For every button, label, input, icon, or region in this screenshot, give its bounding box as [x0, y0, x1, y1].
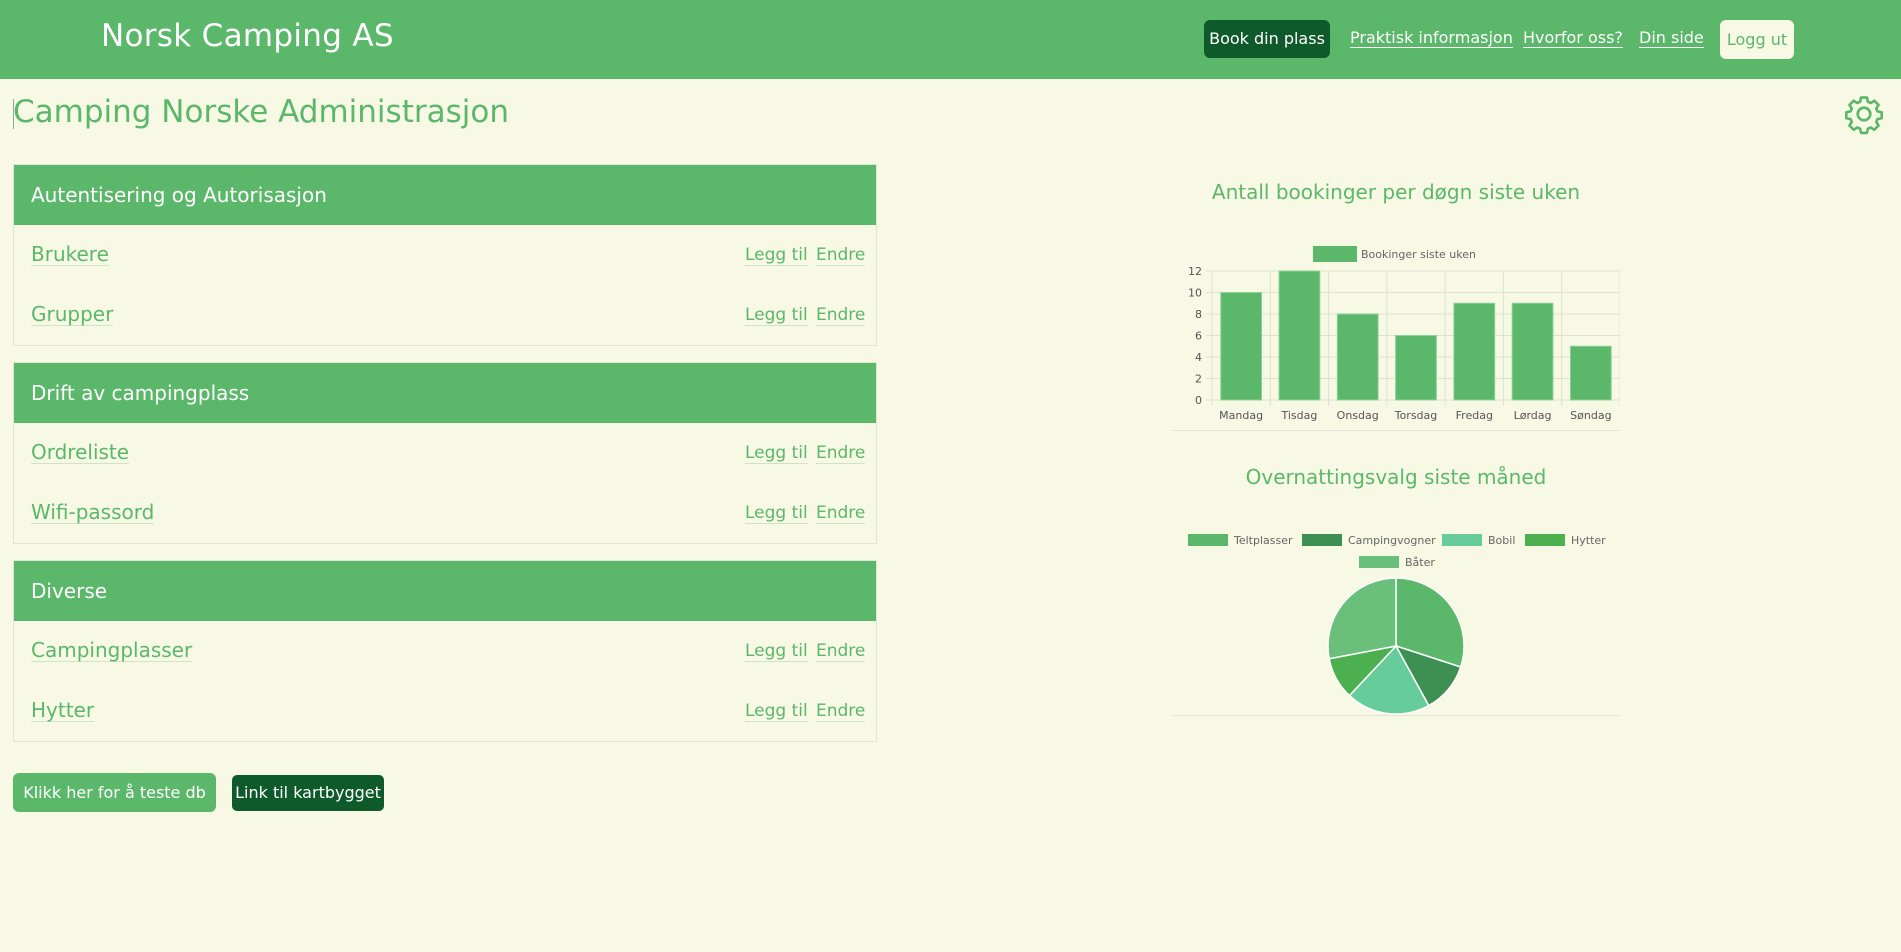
divider — [1172, 430, 1620, 431]
nav-link-why[interactable]: Hvorfor oss? — [1523, 28, 1623, 47]
panel-misc: Diverse Campingplasser Legg til Endre Hy… — [13, 560, 877, 742]
x-tick-label: Onsdag — [1337, 409, 1379, 422]
pie-slice-teltplasser[interactable] — [1395, 577, 1465, 668]
divider — [1172, 715, 1620, 716]
panel-operations: Drift av campingplass Ordreliste Legg ti… — [13, 362, 877, 544]
bar-chart-title: Antall bookinger per døgn siste uken — [1211, 180, 1581, 204]
x-tick-label: Fredag — [1456, 409, 1493, 422]
text-caret — [13, 99, 14, 129]
row-label-wifi[interactable]: Wifi-passord — [31, 500, 155, 524]
panel-header: Drift av campingplass — [14, 363, 876, 423]
list-item: Ordreliste Legg til Endre — [14, 423, 876, 483]
test-db-button[interactable]: Klikk her for å teste db — [13, 773, 216, 812]
list-item: Wifi-passord Legg til Endre — [14, 483, 876, 543]
legend-label: Bookinger siste uken — [1361, 248, 1476, 261]
x-tick-label: Søndag — [1570, 409, 1611, 422]
row-label-campingplasser[interactable]: Campingplasser — [31, 638, 193, 662]
page-title: Camping Norske Administrasjon — [13, 94, 509, 130]
edit-link[interactable]: Endre — [816, 503, 866, 524]
y-tick-label: 4 — [1195, 351, 1202, 364]
logout-button[interactable]: Logg ut — [1720, 20, 1794, 59]
panel-header: Diverse — [14, 561, 876, 621]
x-tick-label: Lørdag — [1514, 409, 1552, 422]
edit-link[interactable]: Endre — [816, 443, 866, 464]
y-tick-label: 6 — [1195, 330, 1202, 343]
bar-mandag[interactable] — [1220, 292, 1263, 401]
legend-label: Campingvogner — [1348, 534, 1436, 547]
edit-link[interactable]: Endre — [816, 701, 866, 722]
y-tick-label: 2 — [1195, 373, 1202, 386]
pie-chart: Teltplasser Campingvogner Bobil Hytter Båter — [1188, 534, 1606, 715]
legend-swatch[interactable] — [1442, 534, 1482, 546]
x-tick-label: Mandag — [1219, 409, 1263, 422]
nav-link-info[interactable]: Praktisk informasjon — [1350, 28, 1513, 47]
add-link[interactable]: Legg til — [745, 305, 808, 326]
list-item: Campingplasser Legg til Endre — [14, 621, 876, 681]
row-label-ordreliste[interactable]: Ordreliste — [31, 440, 130, 464]
legend-label: Bobil — [1488, 534, 1515, 547]
pie-chart-title: Overnattingsvalg siste måned — [1245, 465, 1547, 489]
x-tick-label: Tisdag — [1280, 409, 1317, 422]
legend-label: Teltplasser — [1233, 534, 1293, 547]
panel-auth: Autentisering og Autorisasjon Brukere Le… — [13, 164, 877, 346]
bar-onsdag[interactable] — [1336, 313, 1379, 401]
list-item: Grupper Legg til Endre — [14, 285, 876, 345]
edit-link[interactable]: Endre — [816, 245, 866, 266]
legend-swatch[interactable] — [1313, 246, 1357, 262]
legend-label: Hytter — [1571, 534, 1606, 547]
y-tick-label: 10 — [1188, 287, 1202, 300]
legend-swatch[interactable] — [1359, 556, 1399, 568]
add-link[interactable]: Legg til — [745, 503, 808, 524]
pie-slice-båter[interactable] — [1327, 577, 1397, 660]
y-tick-label: 12 — [1188, 265, 1202, 278]
add-link[interactable]: Legg til — [745, 701, 808, 722]
book-button[interactable]: Book din plass — [1204, 20, 1330, 58]
add-link[interactable]: Legg til — [745, 443, 808, 464]
nav-link-mypage[interactable]: Din side — [1639, 28, 1704, 47]
map-link-button[interactable]: Link til kartbygget — [232, 775, 384, 811]
edit-link[interactable]: Endre — [816, 641, 866, 662]
bar-fredag[interactable] — [1453, 302, 1496, 401]
row-label-hytter[interactable]: Hytter — [31, 698, 95, 722]
legend-swatch[interactable] — [1525, 534, 1565, 546]
row-label-grupper[interactable]: Grupper — [31, 302, 114, 326]
gear-icon[interactable] — [1843, 93, 1885, 135]
bar-torsdag[interactable] — [1395, 335, 1437, 401]
edit-link[interactable]: Endre — [816, 305, 866, 326]
brand-title[interactable]: Norsk Camping AS — [101, 18, 394, 54]
legend-label: Båter — [1405, 556, 1435, 569]
list-item: Hytter Legg til Endre — [14, 681, 876, 741]
add-link[interactable]: Legg til — [745, 245, 808, 266]
list-item: Brukere Legg til Endre — [14, 225, 876, 285]
x-tick-label: Torsdag — [1394, 409, 1438, 422]
panel-header: Autentisering og Autorisasjon — [14, 165, 876, 225]
legend-swatch[interactable] — [1188, 534, 1228, 546]
bar-lørdag[interactable] — [1511, 302, 1554, 401]
top-navbar: Norsk Camping AS Book din plass Praktisk… — [0, 0, 1901, 79]
pie-slice-bobil[interactable] — [1348, 644, 1430, 715]
row-label-brukere[interactable]: Brukere — [31, 242, 109, 266]
y-tick-label: 8 — [1195, 308, 1202, 321]
bar-søndag[interactable] — [1569, 345, 1612, 401]
bar-tisdag[interactable] — [1278, 270, 1321, 401]
y-tick-label: 0 — [1195, 394, 1202, 407]
legend-swatch[interactable] — [1302, 534, 1342, 546]
bar-chart: Bookinger siste uken 0 2 4 6 8 10 12 Mandag Tisda… — [1188, 246, 1620, 422]
add-link[interactable]: Legg til — [745, 641, 808, 662]
